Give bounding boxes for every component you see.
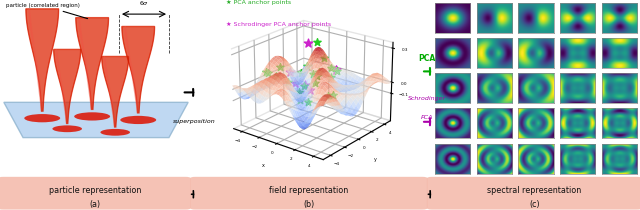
Text: Schrodinger: Schrodinger (408, 96, 446, 101)
X-axis label: x: x (262, 163, 265, 168)
Text: ★ PCA anchor points: ★ PCA anchor points (226, 0, 291, 5)
Text: (c): (c) (529, 200, 540, 209)
Ellipse shape (120, 116, 156, 124)
Polygon shape (79, 18, 92, 109)
Text: spectral representation: spectral representation (487, 186, 582, 194)
Polygon shape (29, 9, 42, 111)
Text: (a): (a) (89, 200, 100, 209)
Text: particle (correlated region): particle (correlated region) (6, 3, 88, 19)
Polygon shape (122, 26, 155, 113)
Text: PCA: PCA (420, 115, 433, 120)
Polygon shape (76, 18, 108, 109)
Polygon shape (54, 49, 81, 123)
Ellipse shape (52, 125, 82, 132)
Polygon shape (26, 9, 59, 111)
Ellipse shape (24, 114, 60, 122)
Polygon shape (102, 56, 129, 127)
Polygon shape (56, 49, 67, 123)
FancyBboxPatch shape (427, 177, 640, 210)
Text: ★ Schrodinger PCA anchor points: ★ Schrodinger PCA anchor points (226, 21, 331, 26)
Y-axis label: y: y (374, 157, 377, 162)
Text: superposition: superposition (173, 119, 216, 125)
FancyBboxPatch shape (0, 177, 191, 210)
Polygon shape (104, 56, 115, 127)
Polygon shape (4, 102, 188, 138)
Text: field representation: field representation (269, 186, 349, 194)
Text: $6\sigma$: $6\sigma$ (139, 0, 149, 7)
Polygon shape (125, 26, 138, 113)
Text: (b): (b) (303, 200, 315, 209)
FancyBboxPatch shape (190, 177, 428, 210)
Ellipse shape (100, 129, 130, 136)
Text: PCA: PCA (419, 54, 435, 63)
Ellipse shape (74, 112, 110, 121)
Text: particle representation: particle representation (49, 186, 141, 194)
